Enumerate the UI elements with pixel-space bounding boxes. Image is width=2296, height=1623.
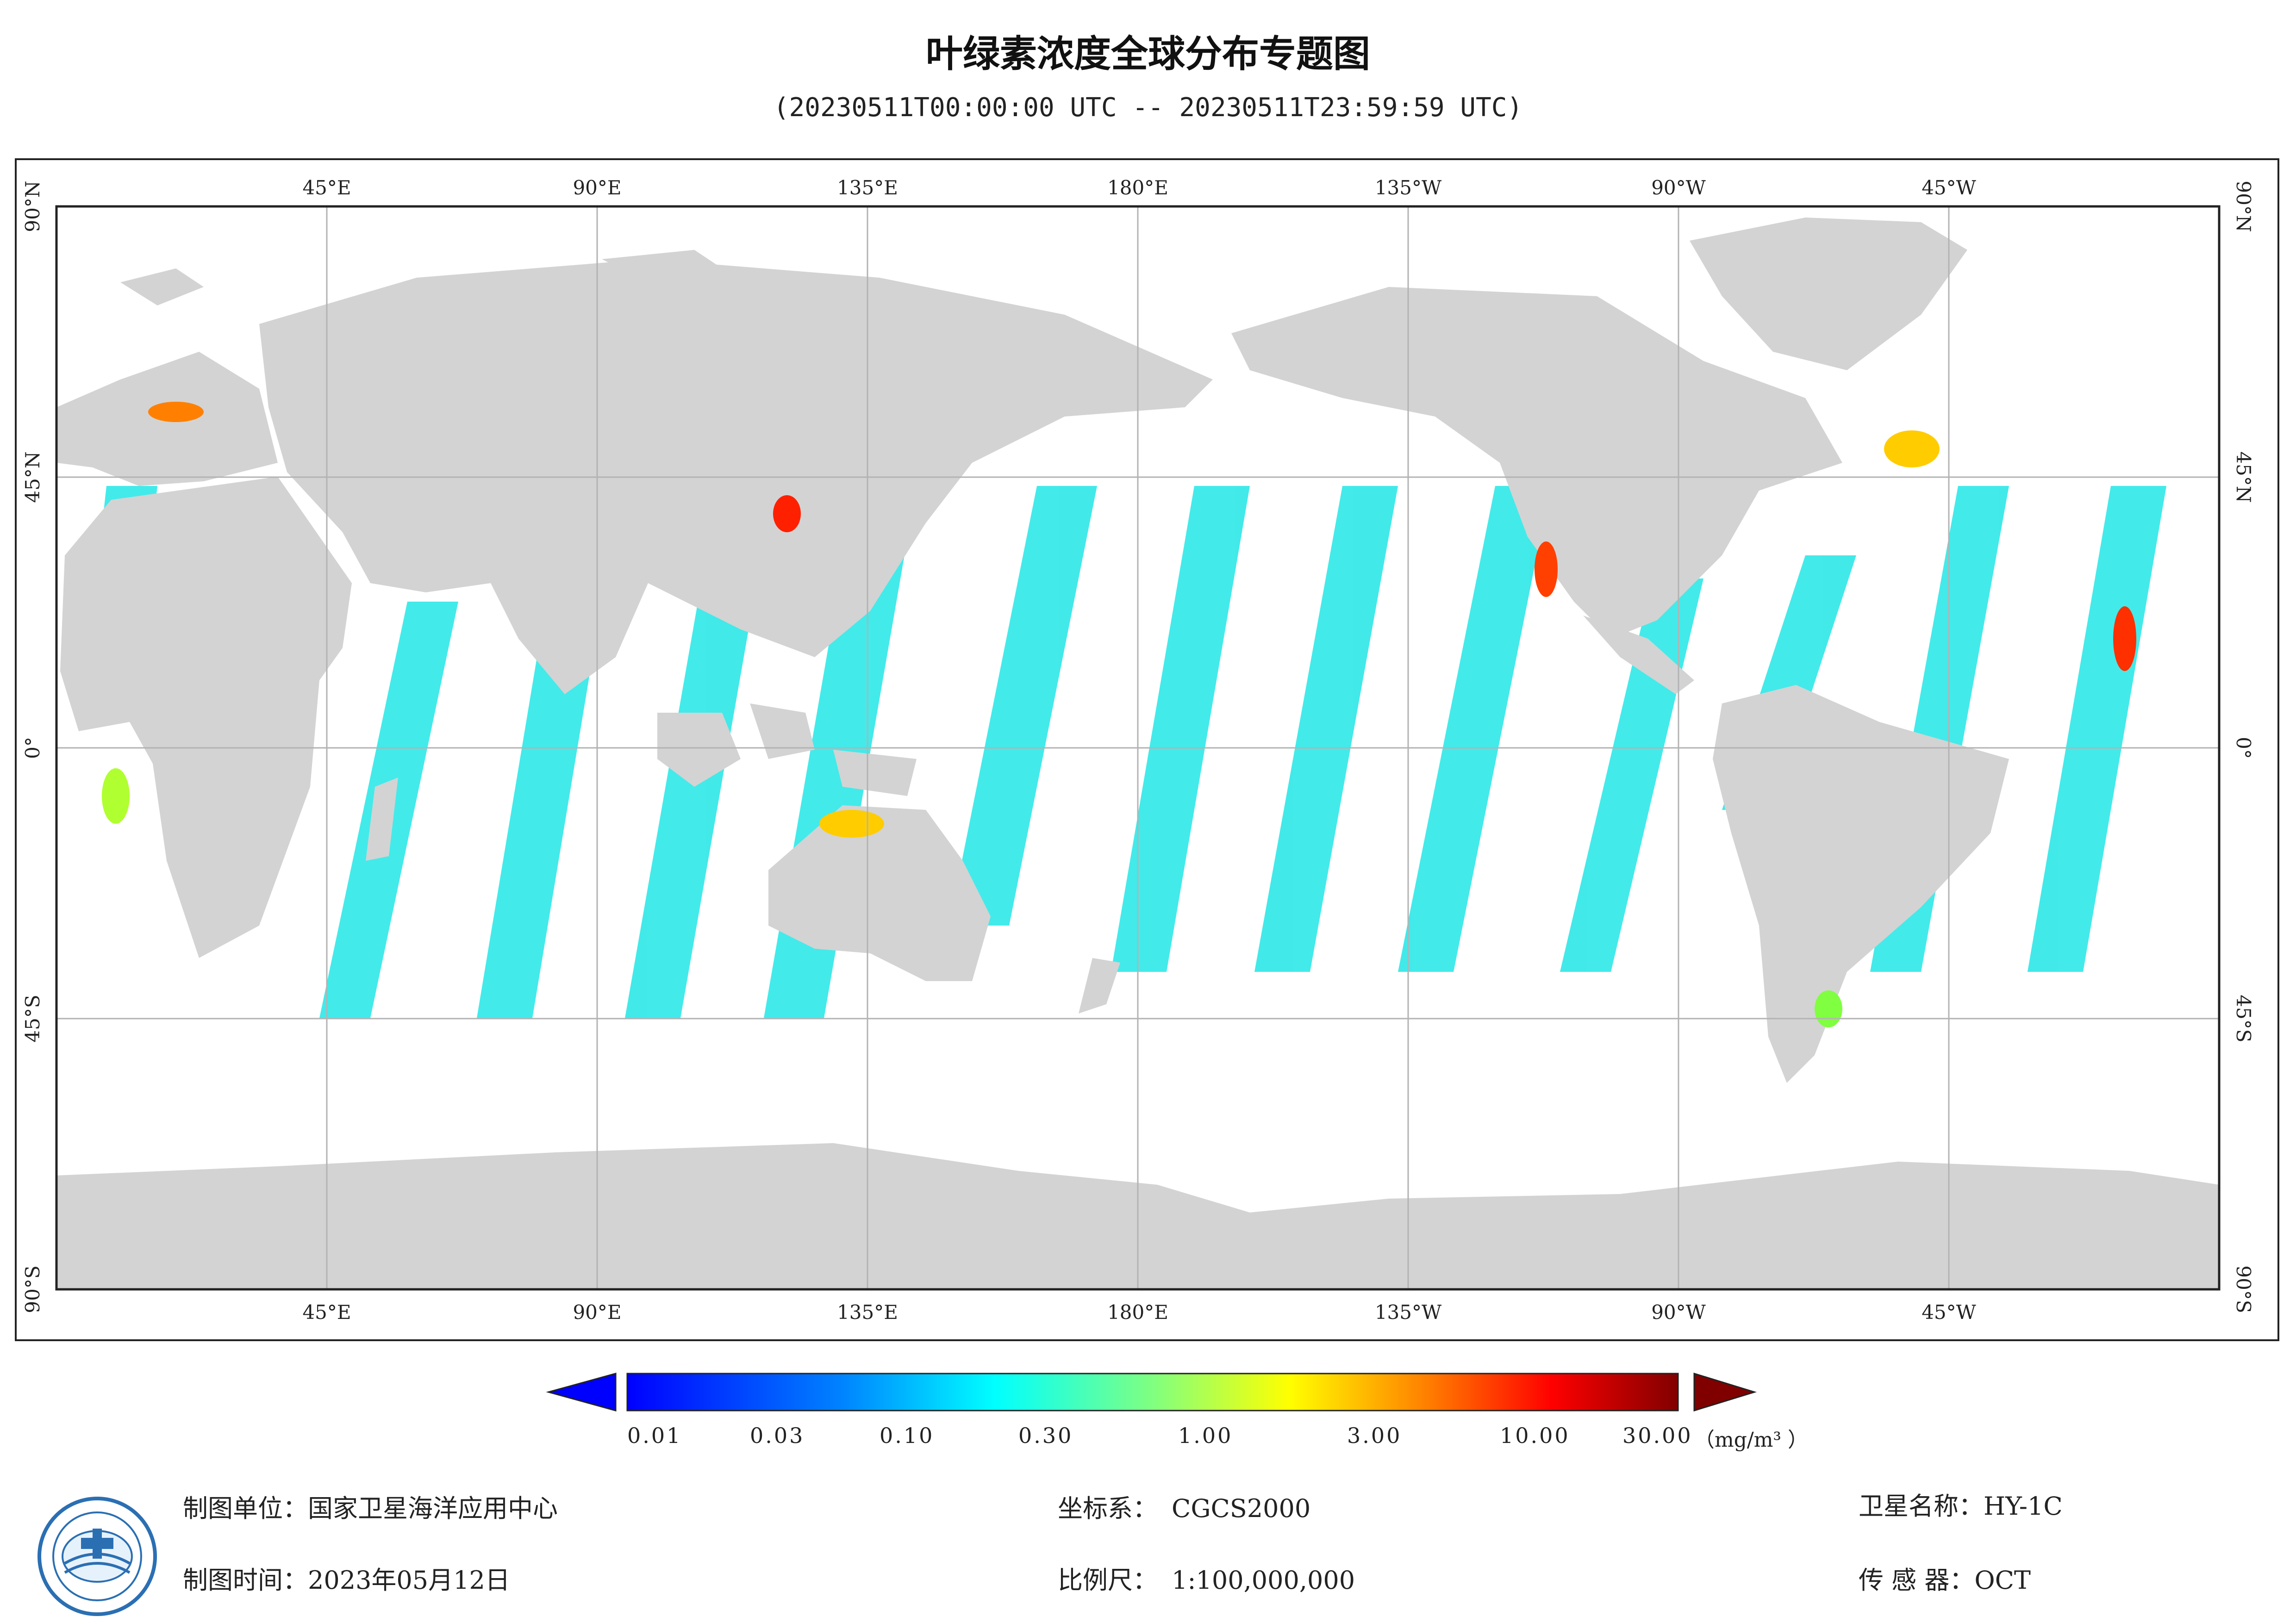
- lon-label: 135°E: [837, 1301, 898, 1324]
- lat-label: 90°N: [21, 180, 44, 232]
- legend-tick: 30.00: [1622, 1423, 1693, 1448]
- lon-label: 135°E: [837, 176, 898, 199]
- soa-logo: [37, 1497, 157, 1616]
- lon-label: 45°E: [302, 1301, 351, 1324]
- lat-label: 90°N: [2232, 180, 2255, 232]
- map-time: 制图时间：2023年05月12日: [183, 1566, 510, 1595]
- satellite-name: 卫星名称：HY-1C: [1859, 1492, 2063, 1521]
- color-legend: [546, 1372, 1757, 1412]
- lat-label: 45°N: [2232, 451, 2255, 503]
- map-subtitle: (20230511T00:00:00 UTC -- 20230511T23:59…: [773, 93, 1523, 123]
- lon-label: 45°W: [1922, 1301, 1976, 1324]
- legend-tick: 0.01: [627, 1423, 682, 1448]
- lon-label: 90°W: [1651, 1301, 1706, 1324]
- lat-labels-right: 90°N 45°N 0° 45°S 90°S: [2232, 180, 2255, 1313]
- lat-label: 45°N: [21, 451, 44, 503]
- lat-label: 45°S: [2232, 995, 2255, 1042]
- legend-tick: 1.00: [1178, 1423, 1233, 1448]
- lon-label: 180°E: [1107, 1301, 1168, 1324]
- lat-label: 0°: [21, 737, 44, 759]
- lon-labels-top: 45°E 90°E 135°E 180°E 135°W 90°W 45°W: [302, 176, 1976, 199]
- legend-color-bar: [626, 1373, 1679, 1412]
- legend-low-arrow: [546, 1373, 617, 1412]
- sensor-name: 传 感 器：OCT: [1859, 1566, 2031, 1595]
- graticule: [56, 206, 2219, 1289]
- legend-tick: 10.00: [1500, 1423, 1570, 1448]
- lat-label: 90°S: [2232, 1265, 2255, 1313]
- data-swaths: [97, 486, 2166, 1018]
- lon-label: 45°E: [302, 176, 351, 199]
- lat-label: 45°S: [21, 995, 44, 1042]
- lon-label: 135°W: [1375, 176, 1442, 199]
- legend-tick: 3.00: [1347, 1423, 1402, 1448]
- legend-tick: 0.30: [1018, 1423, 1073, 1448]
- coordinate-system: 坐标系： CGCS2000: [1058, 1494, 1311, 1523]
- lat-labels-left: 90°N 45°N 0° 45°S 90°S: [21, 180, 44, 1313]
- lon-label: 135°W: [1375, 1301, 1442, 1324]
- lon-label: 90°W: [1651, 176, 1706, 199]
- lon-label: 90°E: [573, 1301, 621, 1324]
- map-scale: 比例尺： 1:100,000,000: [1058, 1566, 1355, 1595]
- lon-label: 45°W: [1922, 176, 1976, 199]
- map-unit: 制图单位：国家卫星海洋应用中心: [183, 1494, 558, 1523]
- map-frame: [15, 158, 2279, 1341]
- lon-label: 180°E: [1107, 176, 1168, 199]
- legend-high-arrow: [1693, 1372, 1757, 1412]
- lon-label: 90°E: [573, 176, 621, 199]
- legend-tick: 0.03: [750, 1423, 805, 1448]
- lat-label: 90°S: [21, 1265, 44, 1313]
- lon-labels-bottom: 45°E 90°E 135°E 180°E 135°W 90°W 45°W: [302, 1301, 1976, 1324]
- legend-tick: 0.10: [880, 1423, 935, 1448]
- legend-units: （mg/m³ ）: [1694, 1428, 1809, 1452]
- lat-label: 0°: [2232, 737, 2255, 759]
- map-title: 叶绿素浓度全球分布专题图: [926, 32, 1370, 75]
